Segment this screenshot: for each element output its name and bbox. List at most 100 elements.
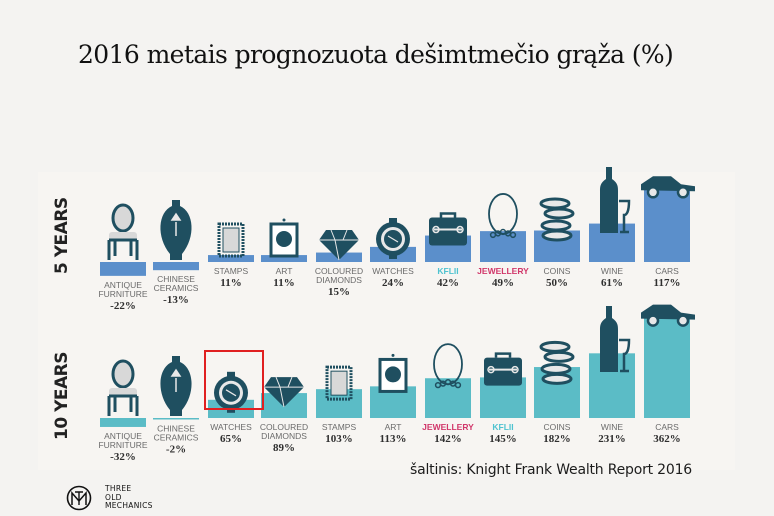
source-caption: šaltinis: Knight Frank Wealth Report 201… — [410, 462, 693, 478]
watch-icon — [376, 218, 410, 259]
chair-icon — [107, 359, 139, 416]
category-label: JEWELLERY — [477, 266, 529, 276]
value-label: -32% — [110, 451, 136, 463]
bar — [153, 418, 199, 420]
category-label: CHINESE — [157, 424, 195, 434]
value-label: 182% — [543, 433, 571, 445]
value-label: 15% — [328, 286, 350, 298]
value-label: 113% — [380, 433, 407, 445]
briefcase-icon — [429, 212, 467, 246]
category-label: CERAMICS — [154, 433, 199, 443]
bar — [480, 231, 526, 262]
vase-icon — [160, 356, 192, 416]
bar — [208, 255, 254, 262]
necklace-icon — [433, 343, 463, 389]
category-label: ART — [276, 266, 293, 276]
value-label: -22% — [110, 300, 136, 312]
value-label: 11% — [273, 277, 294, 289]
category-label: DIAMONDS — [316, 275, 362, 285]
portrait-icon — [269, 218, 299, 258]
briefcase-icon — [484, 352, 522, 386]
value-label: 362% — [653, 433, 681, 445]
category-label: WATCHES — [372, 266, 414, 276]
category-label: ANTIQUE — [104, 431, 142, 441]
coins-icon — [539, 197, 575, 242]
category-label: COINS — [544, 422, 571, 432]
category-label: COINS — [544, 266, 571, 276]
logo-text: THREE OLD MECHANICS — [105, 484, 153, 511]
necklace-icon — [488, 193, 518, 239]
category-label: KFLII — [492, 422, 513, 432]
value-label: 42% — [437, 277, 459, 289]
watches-highlight-box — [204, 350, 264, 410]
chair-icon — [107, 203, 139, 260]
car-icon — [641, 304, 695, 327]
value-label: 145% — [489, 433, 517, 445]
value-label: 142% — [434, 433, 462, 445]
wine-icon — [600, 305, 631, 373]
car-icon — [641, 176, 695, 199]
value-label: 61% — [601, 277, 623, 289]
value-label: 231% — [598, 433, 626, 445]
value-label: 117% — [654, 277, 681, 289]
category-label: DIAMONDS — [261, 431, 307, 441]
coins-icon — [539, 340, 575, 385]
category-label: CHINESE — [157, 274, 195, 284]
bar — [261, 255, 307, 262]
value-label: -13% — [163, 294, 189, 306]
value-label: 65% — [220, 433, 242, 445]
value-label: 50% — [546, 277, 568, 289]
page-title: 2016 metais prognozuota dešimtmečio grąž… — [78, 40, 674, 69]
logo-line-1: THREE — [105, 484, 132, 493]
logo-line-3: MECHANICS — [105, 501, 153, 510]
value-label: 103% — [325, 433, 353, 445]
category-label: ART — [385, 422, 402, 432]
watch-icon — [214, 371, 248, 413]
category-label: FURNITURE — [98, 289, 147, 299]
wine-icon — [600, 167, 631, 234]
category-label: WINE — [601, 422, 624, 432]
three-old-mechanics-logo-icon — [66, 485, 92, 511]
value-label: -2% — [166, 444, 186, 456]
bar — [100, 418, 146, 427]
bar — [153, 262, 199, 271]
portrait-icon — [378, 353, 408, 393]
category-label: JEWELLERY — [422, 422, 474, 432]
category-label: CERAMICS — [154, 283, 199, 293]
diamond-icon — [319, 229, 359, 261]
category-label: WINE — [601, 266, 624, 276]
category-label: COLOURED — [260, 422, 308, 432]
value-label: 49% — [492, 277, 514, 289]
stamp-icon — [217, 222, 245, 258]
category-label: COLOURED — [315, 266, 363, 276]
category-label: KFLII — [437, 266, 458, 276]
value-label: 11% — [220, 277, 241, 289]
infographic-panel: 5 YEARS 10 YEARS — [38, 172, 735, 470]
stamp-icon — [325, 365, 353, 401]
category-label: FURNITURE — [98, 440, 147, 450]
category-label: CARS — [655, 422, 679, 432]
bar — [100, 262, 146, 276]
category-label: CARS — [655, 266, 679, 276]
bar — [644, 188, 690, 262]
